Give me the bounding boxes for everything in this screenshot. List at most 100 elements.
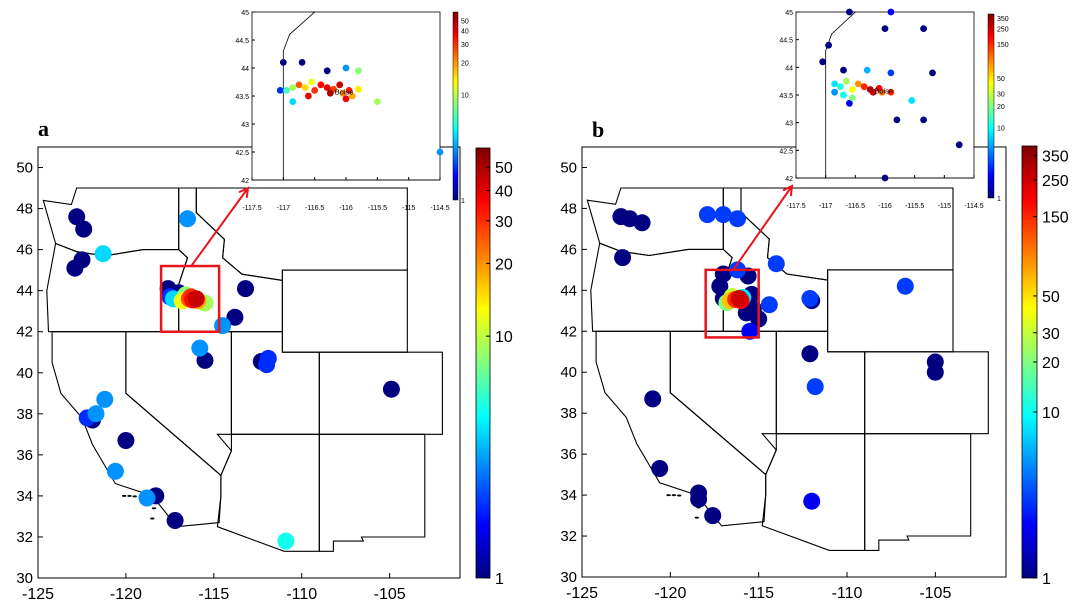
- y-tick-label: 36: [16, 447, 33, 464]
- map-frame: [37, 146, 461, 579]
- inset-colorbar-tick-label: 1: [997, 196, 1001, 203]
- station-marker: [166, 512, 184, 529]
- inset-station-marker: [308, 78, 315, 86]
- inset-colorbar-tick-label: 350: [997, 16, 1009, 23]
- y-tick-label: 38: [16, 406, 33, 423]
- inset-colorbar-tick-label: 10: [461, 92, 469, 99]
- inset-station-marker: [373, 98, 381, 105]
- island-mark: [694, 516, 700, 519]
- x-tick-label: -120: [654, 585, 686, 602]
- inset-station-marker: [289, 98, 297, 105]
- y-tick-label: 44: [16, 283, 33, 300]
- inset-station-marker: [881, 174, 889, 182]
- inset-x-tick-label: -117.5: [786, 203, 805, 210]
- inset-station-marker: [866, 86, 874, 93]
- inset-city-label: Boise: [335, 88, 354, 97]
- inset-station-marker: [342, 64, 350, 72]
- inset-state-border: [825, 11, 857, 178]
- state-outline-mt: [740, 187, 954, 281]
- station-marker: [68, 208, 86, 226]
- x-tick-label: -105: [919, 585, 951, 602]
- state-boundaries: [586, 187, 989, 551]
- station-marker: [760, 296, 778, 314]
- colorbar-tick-label: 20: [1042, 355, 1060, 372]
- y-tick-label: 32: [16, 529, 33, 546]
- colorbar-tick-label: 1: [1042, 571, 1051, 588]
- inset-station-marker: [840, 91, 847, 99]
- zoom-arrowhead: [238, 186, 250, 199]
- x-tick-label: -120: [110, 586, 142, 603]
- inset-station-marker: [881, 25, 889, 32]
- inset-y-tick-label: 45: [241, 10, 249, 17]
- station-marker: [729, 210, 746, 228]
- inset-colorbar-tick-label: 20: [461, 60, 469, 67]
- state-outline-ut: [230, 331, 320, 435]
- inset-station-marker: [831, 80, 838, 88]
- inset-y-tick-label: 44: [785, 65, 793, 72]
- state-outline-nm: [318, 433, 426, 552]
- state-outline-az: [760, 433, 866, 551]
- inset-y-tick-label: 43: [785, 121, 793, 128]
- inset-y-tick-label: 42.5: [779, 148, 793, 155]
- y-tick-label: 42: [16, 324, 33, 341]
- state-outline-mt: [195, 187, 408, 282]
- state-outline-nm: [864, 433, 972, 551]
- inset-y-tick-label: 42.5: [235, 150, 249, 157]
- island-mark: [127, 494, 132, 497]
- inset-station-marker: [355, 85, 362, 93]
- inset-station-marker: [929, 69, 936, 77]
- inset-station-marker: [326, 89, 334, 97]
- state-outline-nv: [669, 330, 777, 476]
- inset-map: -117.5 -117 -116.5 -116 -115.5 -115 -114.5 42 42…: [235, 10, 469, 212]
- station-marker: [806, 378, 824, 396]
- inset-station-marker: [846, 99, 853, 107]
- station-marker: [66, 259, 84, 277]
- inset-x-tick-label: -115.5: [368, 205, 387, 212]
- inset-station-marker: [863, 66, 871, 74]
- inset-y-tick-label: 44.5: [235, 38, 249, 45]
- station-marker: [704, 507, 722, 525]
- panel-letter: a: [38, 116, 49, 141]
- inset-station-marker: [298, 59, 306, 66]
- inset-station-marker: [336, 81, 344, 89]
- inset-station-marker: [311, 87, 319, 94]
- inset-y-tick-label: 44.5: [779, 38, 793, 45]
- inset-station-marker: [846, 8, 853, 16]
- inset-station-marker: [849, 94, 856, 102]
- inset-station-marker: [345, 87, 353, 94]
- station-marker: [644, 390, 662, 408]
- colorbar-tick-label: 30: [495, 214, 513, 231]
- inset-x-tick-label: -116.5: [846, 203, 865, 210]
- station-marker: [191, 339, 209, 357]
- inset-station-marker: [887, 8, 895, 16]
- colorbar-tick-label: 350: [1042, 149, 1069, 166]
- state-outline-co: [864, 351, 989, 435]
- station-markers: [612, 206, 944, 525]
- inset-state-border: [282, 11, 316, 180]
- station-marker: [803, 492, 821, 510]
- inset-colorbar-tick-label: 30: [461, 42, 469, 49]
- inset-map: -117.5 -117 -116.5 -116 -115.5 -115 -114.5 42 42…: [779, 8, 1009, 210]
- colorbar-tick-label: 50: [495, 160, 513, 177]
- state-outline-nv: [125, 331, 232, 477]
- inset-x-tick-label: -116.5: [305, 205, 324, 212]
- station-marker: [698, 206, 716, 224]
- colorbar-tick-label: 40: [495, 184, 513, 201]
- inset-station-marker: [289, 84, 297, 91]
- inset-station-marker: [920, 25, 927, 32]
- inset-station-marker: [843, 77, 850, 85]
- inset-y-tick-label: 45: [785, 10, 793, 17]
- station-marker: [237, 280, 254, 298]
- map-axes: -125 -120 -115 -110 -105 30 32 34 36 38 40 42 44 46 48…: [560, 159, 951, 602]
- inset-station-marker: [860, 83, 868, 91]
- station-marker: [801, 345, 819, 363]
- inset-station-marker: [279, 59, 287, 66]
- inset-station-marker: [887, 88, 895, 96]
- colorbar-ticks: 1 10 20 30 40 50: [486, 160, 513, 588]
- inset-station-marker: [276, 87, 284, 94]
- station-marker: [730, 290, 748, 307]
- zoom-arrow: [732, 185, 793, 271]
- inset-x-tick-label: -116: [878, 203, 892, 210]
- y-tick-label: 34: [560, 487, 577, 504]
- station-marker: [96, 390, 114, 408]
